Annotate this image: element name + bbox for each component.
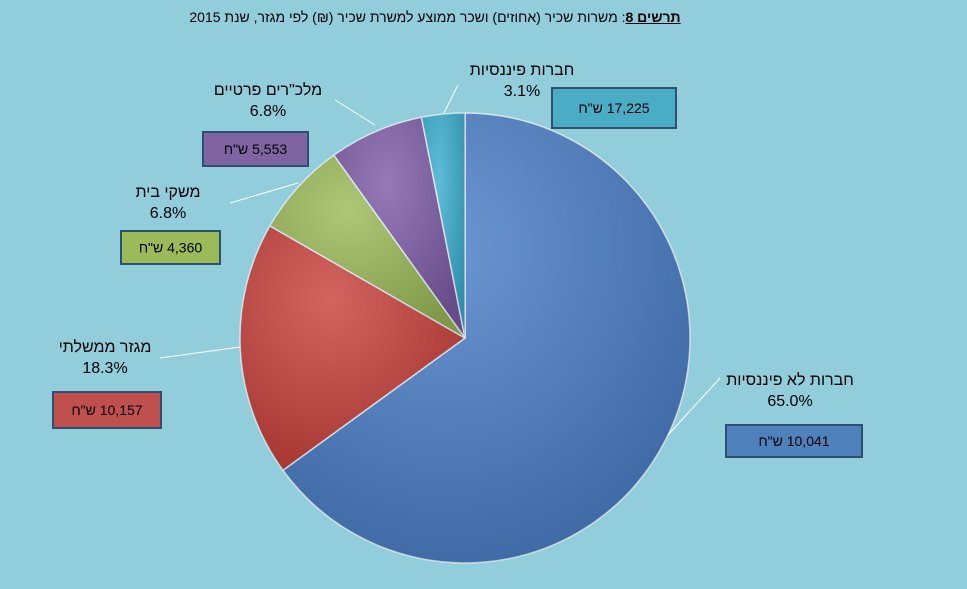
salary-label: 5,553 ש"ח [224,141,288,157]
salary-box [52,391,162,429]
salary-box [551,87,677,129]
salary-box [120,230,221,265]
slice-name: מגזר ממשלתי [59,338,152,356]
slice-percent: 6.8% [250,103,286,120]
title-text: : משרות שכיר (אחוזים) ושכר ממוצע למשרת ש… [189,9,626,25]
salary-box [202,131,309,167]
slice-percent: 65.0% [767,393,812,410]
salary-label: 10,041 ש"ח [758,433,829,449]
leader-line [667,377,721,436]
salary-label: 10,157 ש"ח [71,402,142,418]
slice-name: חברות פיננסיות [470,62,575,79]
slice-name: חברות לא פיננסיות [726,371,854,389]
slice-name: מלכ"רים פרטיים [214,81,322,99]
salary-label: 17,225 ש"ח [578,100,649,116]
salary-box [725,424,863,458]
salary-label: 4,360 ש"ח [139,240,203,256]
slice-percent: 18.3% [82,360,127,377]
slice-percent: 3.1% [504,83,540,100]
slice-percent: 6.8% [150,205,186,222]
leader-line [443,84,459,114]
chart-title: תרשים 8: משרות שכיר (אחוזים) ושכר ממוצע … [0,9,870,25]
slice-name: משקי בית [135,184,200,201]
title-label: תרשים 8 [625,9,681,25]
leader-line [159,346,241,359]
leader-line [229,182,299,204]
leader-line [334,99,376,126]
